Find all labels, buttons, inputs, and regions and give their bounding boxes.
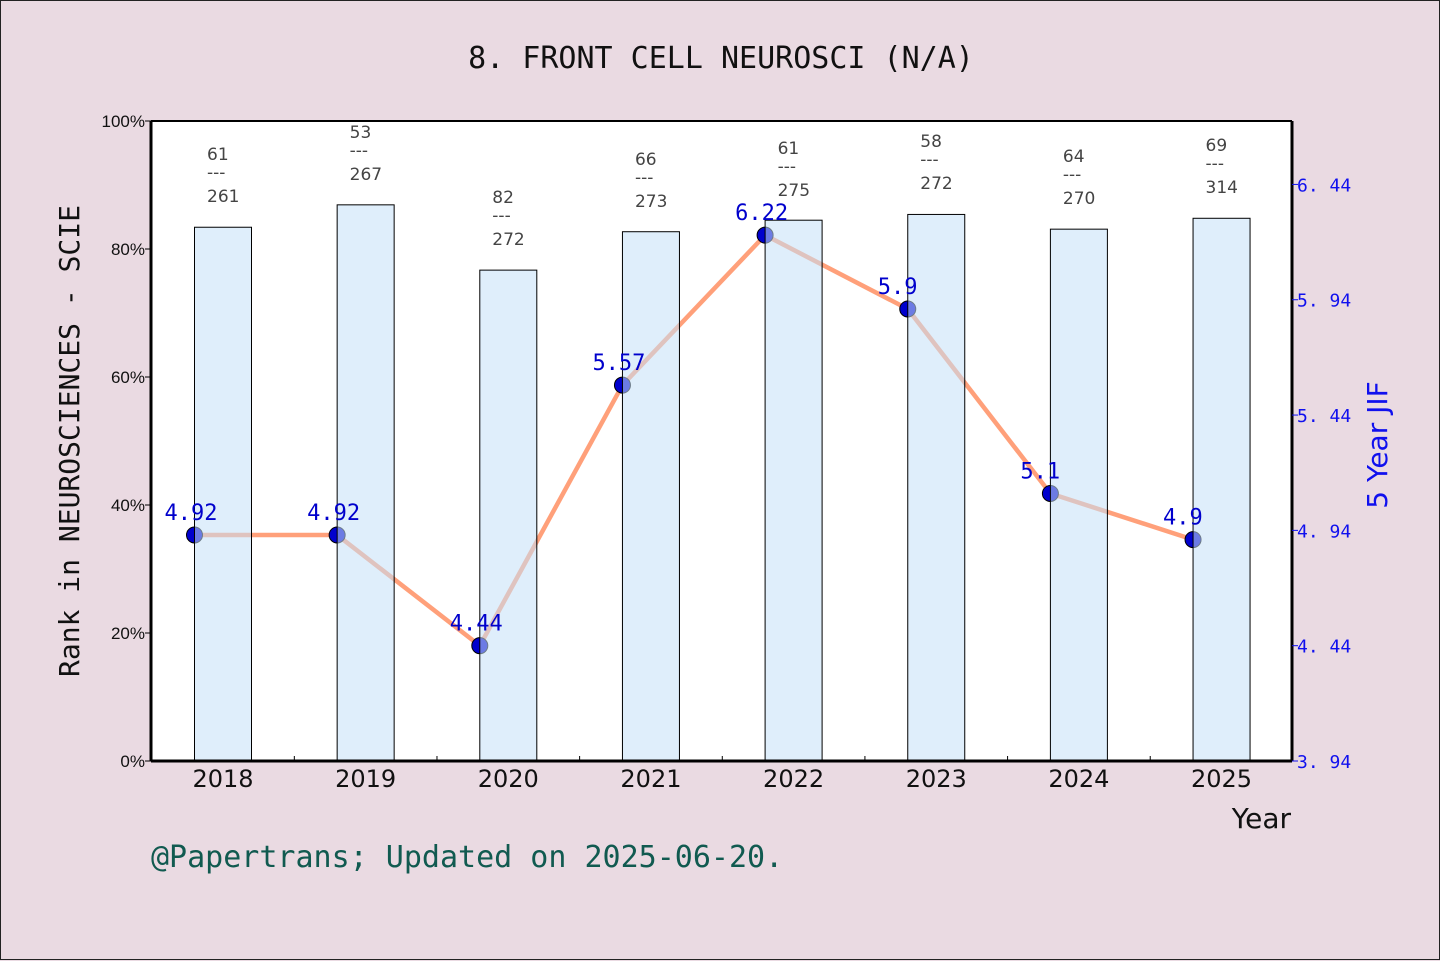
x-tick-label: 2019	[335, 765, 396, 793]
y-tick-label: 0%	[120, 752, 145, 771]
svg-text:---: ---	[920, 150, 938, 170]
axes: 0% 20% 40% 60% 80% 100% 3. 94 4. 44 4. 94 5. 44 5.…	[102, 112, 1352, 793]
bar-2019	[336, 204, 395, 762]
bar-overlay	[194, 204, 1251, 762]
svg-text:---: ---	[207, 163, 225, 183]
y-axis-label: Rank in NEUROSCIENCES - SCIE	[53, 205, 86, 677]
y2-tick-label: 6. 44	[1297, 175, 1351, 196]
svg-text:---: ---	[492, 206, 510, 226]
x-tick-label: 2020	[478, 765, 539, 793]
jif-value-label: 6.22	[735, 201, 788, 226]
svg-text:64: 64	[1063, 147, 1085, 167]
rank-labels: 61---26153---26782---27266---27361---275…	[207, 123, 1238, 250]
y-tick-label: 20%	[111, 624, 145, 643]
svg-text:---: ---	[635, 168, 653, 188]
bar-2020	[479, 269, 538, 762]
y2-tick-label: 4. 94	[1297, 521, 1351, 542]
y-tick-label: 40%	[111, 496, 145, 515]
svg-text:---: ---	[1063, 165, 1081, 185]
rank-label-2019: 53--- 267	[350, 123, 382, 185]
bar-2018	[194, 226, 252, 762]
svg-text:82: 82	[492, 188, 514, 208]
svg-text:275: 275	[778, 181, 810, 201]
rank-label-2020: 82--- 272	[492, 188, 524, 250]
y2-tick-label: 3. 94	[1297, 752, 1351, 773]
rank-label-2022: 61--- 275	[778, 139, 810, 201]
svg-text:61: 61	[207, 145, 229, 165]
jif-labels: 4.92 4.92 4.44 5.57 6.22 5.9 5.1 4.9	[165, 201, 1203, 637]
svg-text:272: 272	[492, 230, 524, 250]
rank-label-2023: 58--- 272	[920, 132, 952, 194]
x-axis-label: Year	[1231, 802, 1292, 835]
svg-text:261: 261	[207, 187, 239, 207]
svg-text:53: 53	[350, 123, 372, 143]
x-tick-label: 2018	[192, 765, 253, 793]
svg-text:---: ---	[350, 141, 368, 161]
svg-text:---: ---	[1206, 154, 1224, 174]
y-tick-label: 100%	[102, 112, 145, 131]
x-tick-label: 2022	[763, 765, 824, 793]
x-tick-label: 2023	[906, 765, 967, 793]
svg-text:314: 314	[1206, 178, 1238, 198]
jif-value-label: 4.92	[165, 501, 218, 526]
y-tick-label: 60%	[111, 368, 145, 387]
svg-text:273: 273	[635, 192, 667, 212]
jif-value-label: 4.92	[307, 501, 360, 526]
x-tick-label: 2024	[1048, 765, 1109, 793]
bar-2023	[907, 213, 966, 762]
jif-value-label: 5.57	[592, 351, 645, 376]
jif-value-label: 5.9	[878, 275, 918, 300]
y2-axis-label: 5 Year JIF	[1361, 381, 1394, 509]
svg-text:69: 69	[1206, 136, 1228, 156]
svg-text:58: 58	[920, 132, 942, 152]
y2-tick-label: 5. 94	[1297, 291, 1351, 312]
svg-text:61: 61	[778, 139, 800, 159]
y-tick-label: 80%	[111, 240, 145, 259]
chart-title: 8. FRONT CELL NEUROSCI (N/A)	[468, 41, 974, 76]
rank-label-2018: 61--- 261	[207, 145, 239, 207]
jif-value-label: 5.1	[1020, 459, 1060, 484]
bar-2021	[621, 231, 680, 762]
plot-area	[151, 121, 1292, 761]
footer-credit: @Papertrans; Updated on 2025-06-20.	[151, 840, 783, 875]
svg-text:---: ---	[778, 157, 796, 177]
svg-text:272: 272	[920, 174, 952, 194]
rank-label-2021: 66--- 273	[635, 150, 667, 212]
rank-label-2024: 64--- 270	[1063, 147, 1095, 209]
svg-text:267: 267	[350, 165, 382, 185]
svg-text:270: 270	[1063, 189, 1095, 209]
bar-2024	[1049, 228, 1108, 762]
jif-value-label: 4.9	[1163, 506, 1203, 531]
rank-label-2025: 69--- 314	[1206, 136, 1238, 198]
x-tick-label: 2021	[620, 765, 681, 793]
bar-2022	[764, 219, 823, 762]
y2-tick-label: 5. 44	[1297, 406, 1351, 427]
y2-tick-label: 4. 44	[1297, 637, 1351, 658]
x-tick-label: 2025	[1191, 765, 1252, 793]
bar-2025	[1192, 217, 1251, 762]
jif-value-label: 4.44	[450, 612, 503, 637]
svg-text:66: 66	[635, 150, 657, 170]
